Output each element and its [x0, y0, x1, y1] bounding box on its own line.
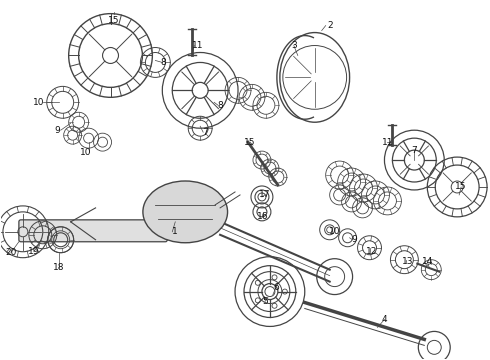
Text: 13: 13 [402, 257, 413, 266]
Text: 9: 9 [352, 235, 357, 244]
Text: 8: 8 [160, 58, 166, 67]
Text: 7: 7 [412, 145, 417, 154]
Text: 20: 20 [5, 248, 17, 257]
Text: 16: 16 [257, 212, 269, 221]
Text: 10: 10 [80, 148, 91, 157]
Text: 5: 5 [262, 297, 268, 306]
Text: 18: 18 [53, 263, 65, 272]
Text: 7: 7 [202, 128, 208, 137]
Text: 15: 15 [108, 16, 119, 25]
Text: 9: 9 [55, 126, 61, 135]
Text: 15: 15 [244, 138, 256, 147]
FancyBboxPatch shape [19, 220, 167, 242]
Text: 17: 17 [259, 190, 270, 199]
Text: 15: 15 [455, 183, 467, 192]
Text: 2: 2 [327, 21, 333, 30]
Text: 19: 19 [28, 247, 40, 256]
Text: 3: 3 [291, 41, 296, 50]
Text: 10: 10 [33, 98, 45, 107]
Text: 8: 8 [217, 101, 223, 110]
Text: 4: 4 [382, 315, 387, 324]
Text: 6: 6 [273, 283, 279, 292]
Text: 1: 1 [172, 227, 178, 236]
Text: 11: 11 [193, 41, 204, 50]
Text: 11: 11 [382, 138, 393, 147]
Text: 12: 12 [366, 247, 377, 256]
Ellipse shape [143, 181, 227, 243]
Text: 14: 14 [421, 257, 433, 266]
Text: 10: 10 [329, 227, 341, 236]
